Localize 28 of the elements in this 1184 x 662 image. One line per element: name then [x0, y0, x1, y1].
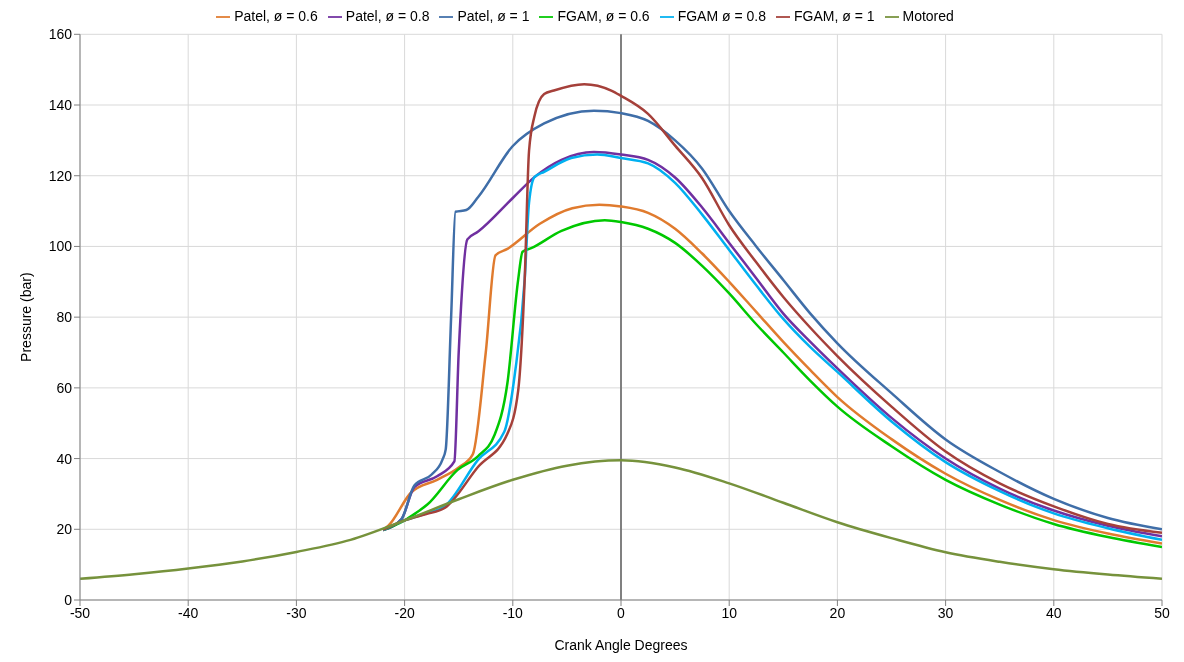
- y-tick-label: 100: [48, 238, 73, 255]
- y-tick-label: 160: [48, 26, 73, 43]
- x-tick-label: -30: [286, 604, 307, 621]
- x-tick-label: -10: [502, 604, 524, 621]
- y-tick-label: 40: [56, 450, 73, 467]
- x-tick-label: -20: [394, 604, 415, 621]
- legend-label: Patel, ø = 1: [457, 8, 530, 24]
- legend-label: FGAM ø = 0.8: [677, 8, 766, 24]
- y-tick-label: 140: [48, 96, 73, 113]
- x-tick-label: -40: [178, 604, 199, 621]
- legend-label: Motored: [902, 8, 954, 24]
- y-tick-label: 80: [56, 309, 73, 326]
- y-tick-label: 20: [56, 521, 73, 538]
- legend-label: FGAM, ø = 1: [793, 8, 875, 24]
- x-tick-label: 10: [721, 604, 738, 621]
- x-tick-label: 50: [1154, 604, 1170, 621]
- y-axis-title: Pressure (bar): [17, 272, 34, 362]
- y-tick-label: 120: [48, 167, 73, 184]
- x-tick-label: 30: [937, 604, 954, 621]
- x-tick-label: 20: [829, 604, 846, 621]
- y-tick-label: 60: [56, 379, 73, 396]
- line-series: [80, 459, 1162, 581]
- x-tick-label: 0: [617, 604, 626, 621]
- x-tick-label: 40: [1046, 604, 1062, 621]
- legend-label: FGAM, ø = 0.6: [557, 8, 650, 24]
- legend-label: Patel, ø = 0.8: [345, 8, 430, 24]
- legend-label: Patel, ø = 0.6: [234, 8, 318, 24]
- x-axis-title: Crank Angle Degrees: [554, 637, 688, 653]
